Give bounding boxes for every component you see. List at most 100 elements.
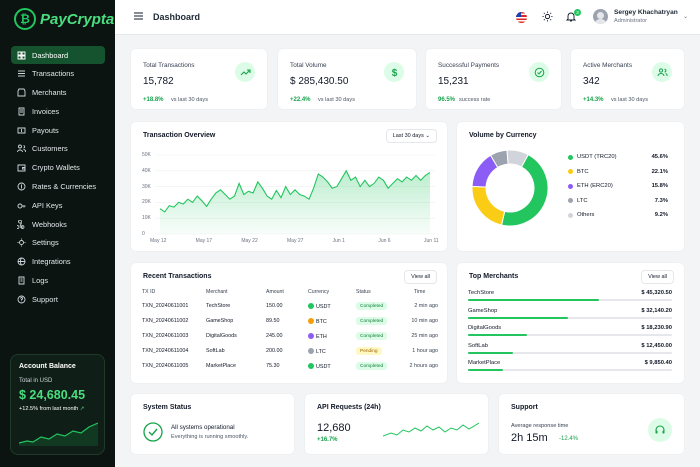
sidebar-item-api-keys[interactable]: API Keys <box>11 196 105 214</box>
balance-value: $ 24,680.45 <box>19 388 86 402</box>
sidebar-item-integrations[interactable]: Integrations <box>11 253 105 271</box>
tx-amount: 89.50 <box>266 318 280 324</box>
legend-label: Others <box>577 212 595 218</box>
sun-icon[interactable] <box>542 11 553 22</box>
sidebar-item-webhooks[interactable]: Webhooks <box>11 215 105 233</box>
sidebar-item-support[interactable]: Support <box>11 290 105 308</box>
x-tick-label: Jun 11 <box>424 238 439 244</box>
dollar-icon: $ <box>384 62 404 82</box>
legend-item: Others 9.2% <box>568 212 668 218</box>
tx-amount: 75.30 <box>266 363 280 369</box>
y-tick-label: 10K <box>142 215 151 222</box>
sidebar-item-dashboard[interactable]: Dashboard <box>11 46 105 64</box>
sidebar-item-merchants[interactable]: Merchants <box>11 84 105 102</box>
legend-item: BTC 22.1% <box>568 169 668 175</box>
merchants-view-all-button[interactable]: View all <box>641 270 674 284</box>
merchant-bar <box>468 369 503 371</box>
stat-change: 96.5% <box>438 97 456 103</box>
gear-icon <box>17 238 26 247</box>
sidebar-item-label: Support <box>32 294 58 304</box>
legend-label: LTC <box>577 197 588 204</box>
top-merchants-card: Top Merchants View all <box>456 262 685 384</box>
merchant-name: MarketPlace <box>468 360 501 366</box>
support-title: Support <box>511 404 538 411</box>
notification-badge: 3 <box>574 9 581 16</box>
currency-label: BTC <box>316 319 327 325</box>
system-status-card: System Status All systems operational Ev… <box>130 393 295 455</box>
tx-currency: USDT <box>308 363 331 370</box>
currency-donut-chart <box>471 149 549 227</box>
menu-icon[interactable] <box>134 12 143 20</box>
tx-merchant: MarketPlace <box>206 363 236 369</box>
range-dropdown[interactable]: Last 30 days ⌄ <box>385 129 437 143</box>
sidebar-item-transactions[interactable]: Transactions <box>11 65 105 83</box>
table-header: TX ID <box>142 289 156 295</box>
stat-card-active-merchants: Active Merchants 342 +14.3% vs last 30 days <box>570 48 685 110</box>
webhook-icon <box>17 219 26 229</box>
help-icon <box>17 295 26 304</box>
overview-title: Transaction Overview <box>143 132 216 139</box>
tx-amount: 200.00 <box>266 348 283 354</box>
merchant-amount: $ 45,320.50 <box>641 290 672 296</box>
api-value: 12,680 <box>317 422 351 434</box>
currency-icon <box>308 348 314 354</box>
us-flag-icon[interactable] <box>516 12 527 23</box>
user-role: Administrator <box>614 18 647 24</box>
grid-icon <box>17 51 26 60</box>
legend-label: USDT (TRC20) <box>577 154 617 160</box>
stat-value: 15,782 <box>143 76 174 87</box>
stat-change: +18.8% <box>143 97 164 103</box>
sidebar-item-invoices[interactable]: Invoices <box>11 102 105 120</box>
stat-card-total-volume: Total Volume $ 285,430.50 +22.4% vs last 30… <box>277 48 417 110</box>
merchant-name: DigitalGoods <box>468 325 502 331</box>
avatar[interactable] <box>593 9 608 24</box>
stat-card-successful-payments: Successful Payments 15,231 96.5% success ra… <box>425 48 562 110</box>
wallet-icon <box>17 163 26 172</box>
rates-icon <box>17 182 26 191</box>
sidebar-item-label: Transactions <box>32 69 75 79</box>
tx-merchant: SoftLab <box>206 348 225 354</box>
payout-icon <box>17 126 26 135</box>
x-tick-label: May 22 <box>241 238 258 244</box>
brand-logo[interactable]: ₿ PayCrypta <box>14 8 114 30</box>
stat-change: +14.3% <box>583 97 604 103</box>
sidebar-item-crypto-wallets[interactable]: Crypto Wallets <box>11 159 105 177</box>
status-badge: Completed <box>356 362 388 370</box>
stat-label: Total Transactions <box>143 62 195 69</box>
sidebar-item-logs[interactable]: Logs <box>11 272 105 290</box>
tx-id: TXN_20240611004 <box>142 348 189 354</box>
status-badge: Completed <box>356 332 388 340</box>
legend-label: ETH (ERC20) <box>577 183 613 189</box>
y-tick-label: 20K <box>142 199 151 206</box>
legend-dot <box>568 154 573 160</box>
status-badge: Completed <box>356 302 388 310</box>
page-title: Dashboard <box>153 12 201 22</box>
status-badge: Pending <box>356 347 382 355</box>
tx-id: TXN_20240611002 <box>142 318 189 324</box>
tx-amount: 245.00 <box>266 333 283 339</box>
headset-icon[interactable] <box>648 418 672 442</box>
merchant-amount: $ 9,850.40 <box>644 360 672 366</box>
sidebar-item-customers[interactable]: Customers <box>11 140 105 158</box>
tx-id: TXN_20240611001 <box>142 303 189 309</box>
legend-value: 45.6% <box>651 154 668 160</box>
sidebar-item-settings[interactable]: Settings <box>11 234 105 252</box>
users-icon <box>17 144 26 153</box>
legend-dot <box>568 183 573 189</box>
sidebar-item-rates-currencies[interactable]: Rates & Currencies <box>11 178 105 196</box>
currency-icon <box>308 303 314 309</box>
balance-sparkline <box>19 422 98 446</box>
stat-value: 342 <box>583 76 600 87</box>
sidebar-item-label: Invoices <box>32 106 60 116</box>
legend-item: USDT (TRC20) 45.6% <box>568 154 668 160</box>
sidebar-item-label: Dashboard <box>32 50 69 60</box>
stat-change: +22.4% <box>290 97 311 103</box>
invoice-icon <box>17 107 26 116</box>
user-name: Sergey Khachatryan <box>614 9 678 16</box>
logs-icon <box>17 276 26 285</box>
recent-view-all-button[interactable]: View all <box>404 270 437 284</box>
chevron-down-icon[interactable]: ⌄ <box>683 14 689 20</box>
sidebar-item-payouts[interactable]: Payouts <box>11 121 105 139</box>
bitcoin-logo-icon: ₿ <box>14 8 36 30</box>
bell-icon[interactable] <box>566 11 576 22</box>
